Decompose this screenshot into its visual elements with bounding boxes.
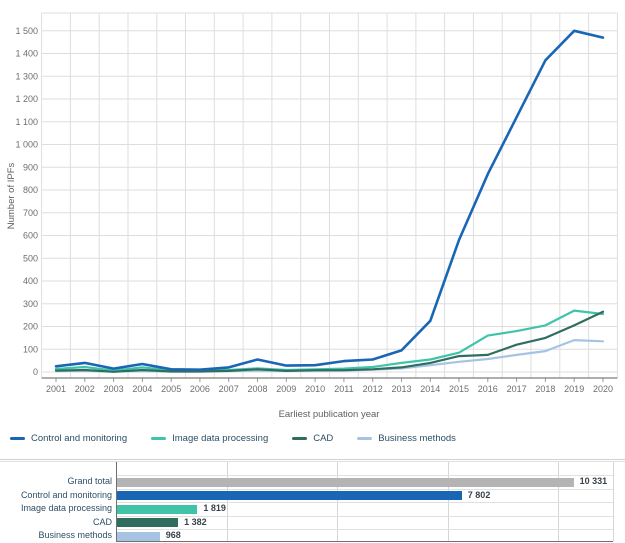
x-tick-label: 2013 [391, 384, 411, 394]
bar-row-separator [116, 502, 613, 504]
bar-category-label: Image data processing [20, 503, 112, 513]
x-tick-label: 2001 [46, 384, 66, 394]
bar-value-label: 1 819 [203, 503, 226, 513]
legend-label: CAD [313, 433, 334, 444]
x-tick-label: 2020 [593, 384, 613, 394]
bar-value-label: 968 [165, 530, 181, 540]
y-tick-label: 400 [23, 276, 38, 286]
y-tick-label: 100 [23, 344, 38, 354]
legend-swatch [292, 437, 308, 440]
y-tick-label: 1 300 [15, 71, 38, 81]
x-tick-label: 2019 [564, 384, 584, 394]
x-tick-label: 2012 [363, 384, 383, 394]
legend-label: Control and monitoring [31, 433, 128, 444]
series-line-cad [54, 310, 605, 373]
x-tick-label: 2017 [507, 384, 527, 394]
bar-value-label: 1 382 [184, 516, 207, 527]
legend-label: Image data processing [172, 433, 269, 444]
bar-row-separator [116, 488, 613, 490]
x-tick-label: 2008 [247, 384, 267, 394]
bar-grand-total [117, 477, 574, 487]
legend-item-cad: CAD [292, 433, 333, 444]
bar-row-separator [116, 475, 613, 477]
y-tick-label: 0 [33, 367, 38, 377]
line-chart: 0 100 200 300 400 500 600 700 800 900 1 000 1 100 1 … [6, 12, 618, 420]
legend-item-image-data-processing: Image data processing [151, 433, 268, 444]
y-tick-label: 500 [23, 253, 38, 263]
series-line-image-data-processing [54, 309, 605, 372]
bar-category-label: Control and monitoring [20, 489, 112, 500]
series-line-control-and-monitoring [54, 29, 605, 372]
y-tick-label: 600 [23, 231, 38, 241]
bar-row-separator [116, 515, 613, 517]
y-tick-label: 1 100 [15, 117, 38, 127]
bar-image-data-processing [117, 504, 198, 514]
x-tick-label: 2004 [132, 384, 152, 394]
legend-swatch [10, 437, 25, 440]
legend-item-business-methods: Business methods [357, 433, 456, 444]
y-tick-label: 800 [23, 185, 38, 195]
bar-v-gridline [337, 462, 338, 541]
x-tick-label: 2006 [190, 384, 210, 394]
y-tick-label: 1 200 [15, 94, 38, 104]
y-tick-label: 1 400 [15, 49, 38, 59]
bar-category-label: Business methods [38, 530, 112, 540]
x-axis-title: Earliest publication year [279, 409, 380, 420]
y-tick-label: 300 [23, 299, 38, 309]
bar-plot-top-border [0, 461, 625, 462]
bar-x-axis-line [116, 541, 613, 542]
x-tick-label: 2005 [161, 384, 181, 394]
x-tick-label: 2003 [104, 384, 124, 394]
bar-y-axis-line [116, 462, 117, 542]
bar-control-and-monitoring [117, 491, 462, 500]
y-tick-label: 700 [23, 208, 38, 218]
y-tick-label: 900 [23, 162, 38, 172]
x-tick-label: 2010 [305, 384, 325, 394]
bar-plot-right-border [613, 462, 614, 541]
x-tick-label: 2016 [478, 384, 498, 394]
bar-business-methods [117, 531, 160, 541]
bar-category-label: Grand total [67, 476, 112, 486]
bar-chart: Grand total 10 331 Control and monitoring 7… [0, 461, 625, 542]
legend: Control and monitoring Image data process… [10, 433, 456, 444]
bar-v-gridline [558, 462, 559, 541]
x-tick-label: 2014 [420, 384, 440, 394]
panel-divider [0, 459, 625, 460]
legend-swatch [357, 437, 373, 440]
y-tick-label: 1 500 [15, 26, 38, 36]
x-tick-label: 2015 [449, 384, 469, 394]
bar-value-label: 10 331 [579, 476, 608, 486]
x-tick-label: 2009 [276, 384, 296, 394]
bar-cad [117, 518, 179, 527]
y-tick-label: 200 [23, 322, 38, 332]
x-tick-label: 2002 [75, 384, 95, 394]
x-tick-label: 2018 [535, 384, 555, 394]
bar-row-separator [116, 529, 613, 531]
legend-swatch [151, 437, 167, 440]
legend-item-control-and-monitoring: Control and monitoring [10, 433, 127, 444]
legend-label: Business methods [378, 433, 456, 444]
bar-value-label: 7 802 [467, 489, 491, 500]
bar-category-label: CAD [92, 516, 112, 527]
bar-v-gridline [447, 462, 449, 541]
bar-v-gridline [226, 462, 228, 541]
x-tick-label: 2007 [219, 384, 239, 394]
x-tick-label: 2011 [334, 384, 353, 394]
y-axis-title: Number of IPFs [6, 162, 17, 229]
y-tick-label: 1 000 [15, 140, 38, 150]
